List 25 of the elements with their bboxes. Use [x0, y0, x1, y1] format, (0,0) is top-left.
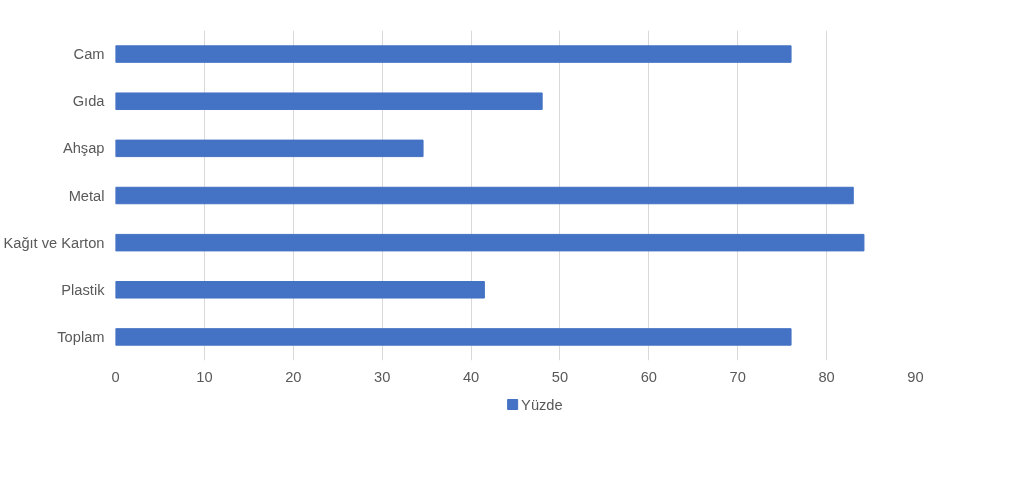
x-tick-label: 20 [285, 368, 302, 385]
x-tick-label: 40 [462, 368, 480, 385]
x-tick-label: 80 [818, 368, 835, 385]
y-tick-label: Plastik [61, 281, 106, 298]
bar [115, 281, 485, 299]
y-tick-label: Ahşap [62, 140, 105, 157]
bar [115, 139, 424, 158]
x-tick-label: 10 [196, 368, 213, 385]
bar [115, 92, 543, 110]
x-tick-label: 70 [729, 368, 746, 385]
bar [115, 233, 865, 252]
bar [115, 328, 792, 346]
x-tick-label: 0 [111, 368, 120, 385]
bar [115, 186, 854, 205]
x-tick-label: 30 [374, 368, 391, 385]
y-tick-label: Cam [73, 46, 105, 63]
legend-label: Yüzde [521, 396, 563, 413]
x-tick-label: 60 [640, 368, 657, 385]
x-tick-label: 90 [907, 368, 924, 385]
y-tick-label: Toplam [57, 328, 105, 345]
x-tick-label: 50 [551, 368, 569, 385]
y-tick-label: Kağıt ve Karton [3, 234, 105, 251]
y-tick-label: Metal [68, 187, 105, 204]
y-tick-label: Gıda [72, 93, 106, 110]
bar [115, 45, 792, 63]
